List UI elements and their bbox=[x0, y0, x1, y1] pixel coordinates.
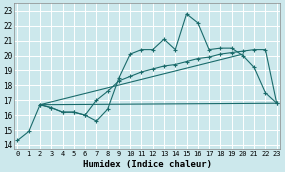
X-axis label: Humidex (Indice chaleur): Humidex (Indice chaleur) bbox=[83, 159, 211, 169]
